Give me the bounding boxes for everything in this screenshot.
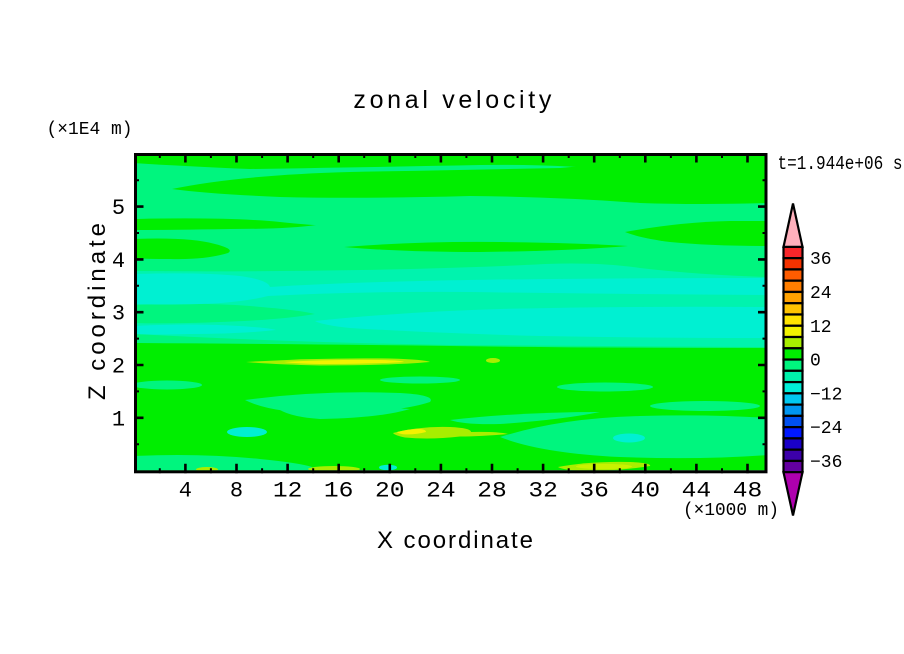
svg-text:−12: −12 xyxy=(810,385,842,405)
svg-text:t=1.944e+06 s: t=1.944e+06 s xyxy=(778,153,903,175)
svg-text:zonal velocity: zonal velocity xyxy=(353,86,552,114)
svg-text:36: 36 xyxy=(810,250,832,270)
svg-text:44: 44 xyxy=(682,479,712,504)
svg-text:28: 28 xyxy=(477,479,507,504)
svg-text:8: 8 xyxy=(230,479,243,504)
svg-text:−36: −36 xyxy=(810,453,842,473)
svg-text:1: 1 xyxy=(112,407,125,432)
svg-text:3: 3 xyxy=(112,302,125,327)
svg-text:5: 5 xyxy=(112,196,125,221)
svg-text:32: 32 xyxy=(528,479,558,504)
svg-text:48: 48 xyxy=(733,479,763,504)
svg-text:16: 16 xyxy=(324,479,354,504)
svg-text:0: 0 xyxy=(810,352,821,372)
svg-text:(×1E4 m): (×1E4 m) xyxy=(47,120,133,140)
svg-text:24: 24 xyxy=(810,284,832,304)
svg-text:4: 4 xyxy=(112,249,125,274)
svg-text:4: 4 xyxy=(179,479,192,504)
svg-text:20: 20 xyxy=(375,479,405,504)
svg-text:2: 2 xyxy=(112,355,125,380)
svg-text:(×1000 m): (×1000 m) xyxy=(683,500,779,521)
svg-text:−24: −24 xyxy=(810,419,842,439)
svg-text:40: 40 xyxy=(631,479,661,504)
svg-text:12: 12 xyxy=(810,318,832,338)
svg-text:X coordinate: X coordinate xyxy=(377,527,533,554)
svg-text:24: 24 xyxy=(426,479,456,504)
svg-text:12: 12 xyxy=(273,479,303,504)
svg-text:36: 36 xyxy=(579,479,609,504)
